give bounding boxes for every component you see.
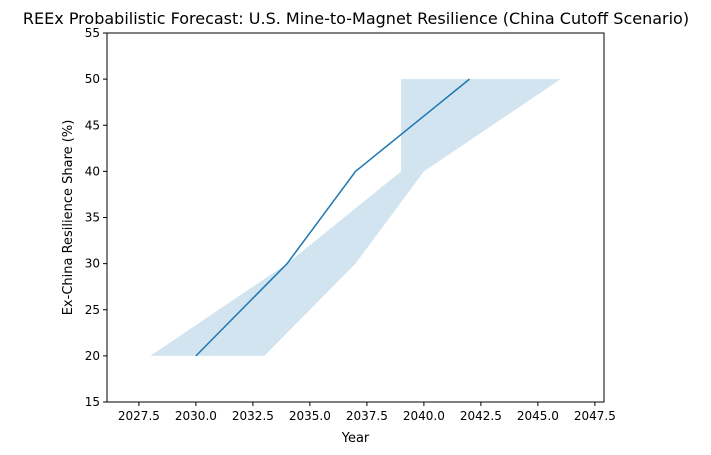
x-tick-label: 2045.0 xyxy=(517,409,559,423)
y-tick-label: 20 xyxy=(85,349,100,363)
x-axis-label: Year xyxy=(341,431,370,446)
x-tick-label: 2047.5 xyxy=(574,409,616,423)
x-tick-label: 2027.5 xyxy=(118,409,160,423)
y-tick-label: 30 xyxy=(85,257,100,271)
confidence-band xyxy=(150,79,561,356)
chart-title: REEx Probabilistic Forecast: U.S. Mine-t… xyxy=(23,9,689,28)
x-tick-label: 2030.0 xyxy=(175,409,217,423)
x-tick-label: 2040.0 xyxy=(403,409,445,423)
plot-area xyxy=(150,78,561,357)
y-tick-label: 55 xyxy=(85,26,100,40)
series-line-1 xyxy=(195,78,470,357)
y-tick-label: 45 xyxy=(85,118,100,132)
x-axis: 2027.5 2030.0 2032.5 2035.0 2037.5 2040.0 2042… xyxy=(118,402,616,423)
x-tick-label: 2042.5 xyxy=(460,409,502,423)
y-axis: 15 20 25 30 35 40 45 50 55 xyxy=(85,26,107,409)
y-tick-label: 25 xyxy=(85,303,100,317)
y-tick-label: 50 xyxy=(85,72,100,86)
y-tick-label: 40 xyxy=(85,164,100,178)
x-tick-label: 2037.5 xyxy=(346,409,388,423)
y-tick-label: 15 xyxy=(85,395,100,409)
y-axis-label: Ex-China Resilience Share (%) xyxy=(61,120,76,316)
y-tick-label: 35 xyxy=(85,211,100,225)
x-tick-label: 2032.5 xyxy=(232,409,274,423)
x-tick-label: 2035.0 xyxy=(289,409,331,423)
